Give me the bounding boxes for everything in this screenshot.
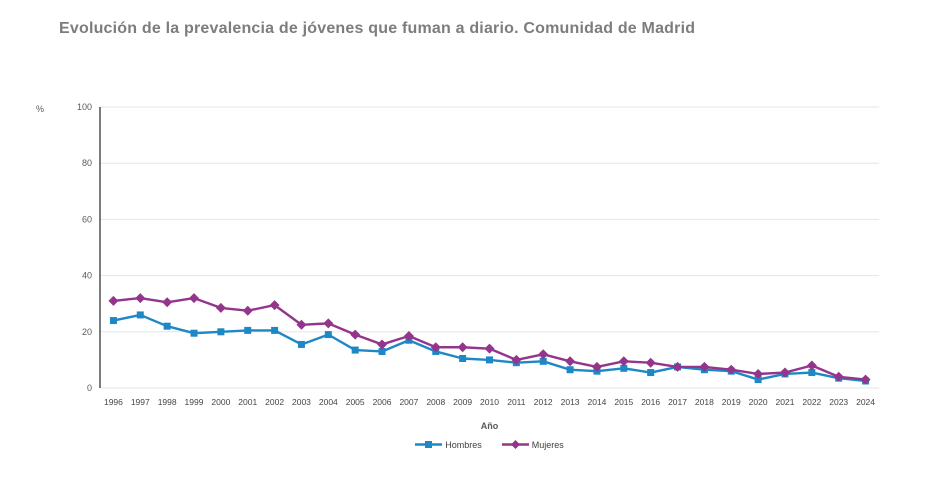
- x-tick-label: 2016: [641, 397, 660, 407]
- marker-hombres: [566, 366, 574, 374]
- marker-mujeres: [215, 302, 226, 313]
- marker-mujeres: [806, 360, 817, 371]
- legend-label-mujeres: Mujeres: [531, 439, 564, 450]
- marker-mujeres: [645, 357, 656, 368]
- legend-diamond-marker-icon: [501, 440, 529, 449]
- marker-mujeres: [457, 342, 468, 353]
- x-tick-label: 2019: [722, 397, 741, 407]
- x-tick-label: 2008: [426, 397, 445, 407]
- x-axis-title: Año: [480, 421, 499, 431]
- marker-hombres: [378, 347, 386, 355]
- x-tick-label: 1997: [131, 397, 150, 407]
- marker-mujeres: [189, 293, 200, 304]
- marker-mujeres: [779, 367, 790, 378]
- x-tick-label: 2006: [373, 397, 392, 407]
- x-tick-label: 1996: [104, 397, 123, 407]
- marker-mujeres: [296, 319, 307, 330]
- x-tick-label: 2001: [238, 397, 257, 407]
- x-tick-label: 1998: [158, 397, 177, 407]
- x-tick-label: 2023: [829, 397, 848, 407]
- x-tick-label: 2024: [856, 397, 875, 407]
- marker-hombres: [217, 328, 225, 336]
- x-tick-label: 2013: [561, 397, 580, 407]
- y-tick-label: 80: [82, 158, 92, 168]
- marker-hombres: [754, 376, 762, 384]
- x-tick-label: 2022: [802, 397, 821, 407]
- marker-hombres: [271, 326, 279, 334]
- x-tick-label: 1999: [185, 397, 204, 407]
- x-tick-label: 2009: [453, 397, 472, 407]
- marker-hombres: [647, 369, 655, 377]
- marker-mujeres: [242, 305, 253, 316]
- chart-title: Evolución de la prevalencia de jóvenes q…: [59, 20, 696, 37]
- marker-hombres: [297, 340, 305, 348]
- legend-label-hombres: Hombres: [445, 439, 482, 450]
- x-tick-label: 2003: [292, 397, 311, 407]
- y-tick-label: 20: [82, 327, 92, 337]
- marker-mujeres: [135, 293, 146, 304]
- marker-hombres: [324, 331, 332, 339]
- x-tick-label: 2007: [399, 397, 418, 407]
- x-tick-label: 2015: [614, 397, 633, 407]
- marker-mujeres: [511, 354, 522, 365]
- x-tick-label: 2002: [265, 397, 284, 407]
- y-axis-unit-label: %: [36, 104, 45, 114]
- marker-mujeres: [162, 297, 173, 308]
- marker-hombres: [620, 364, 628, 372]
- marker-hombres: [351, 346, 359, 354]
- marker-mujeres: [108, 295, 119, 306]
- y-tick-label: 60: [82, 214, 92, 224]
- marker-mujeres: [618, 356, 629, 367]
- legend: Hombres Mujeres: [100, 439, 879, 450]
- marker-hombres: [539, 357, 547, 365]
- marker-hombres: [136, 311, 144, 319]
- x-tick-label: 2011: [507, 397, 526, 407]
- x-tick-label: 2012: [534, 397, 553, 407]
- x-tick-label: 2010: [480, 397, 499, 407]
- marker-mujeres: [565, 356, 576, 367]
- marker-mujeres: [726, 364, 737, 375]
- marker-mujeres: [699, 361, 710, 372]
- marker-mujeres: [753, 368, 764, 379]
- marker-mujeres: [350, 329, 361, 340]
- legend-item-mujeres: Mujeres: [501, 439, 564, 450]
- x-tick-label: 2021: [776, 397, 795, 407]
- y-tick-label: 40: [82, 271, 92, 281]
- x-tick-label: 2018: [695, 397, 714, 407]
- marker-hombres: [163, 322, 171, 330]
- x-tick-label: 2005: [346, 397, 365, 407]
- marker-hombres: [190, 329, 198, 337]
- x-tick-label: 2004: [319, 397, 338, 407]
- marker-mujeres: [672, 361, 683, 372]
- x-tick-label: 2014: [587, 397, 606, 407]
- marker-mujeres: [269, 300, 280, 311]
- marker-mujeres: [833, 371, 844, 382]
- marker-mujeres: [403, 331, 414, 342]
- x-tick-label: 2017: [668, 397, 687, 407]
- y-tick-label: 0: [87, 383, 92, 393]
- legend-square-marker-icon: [415, 441, 443, 448]
- marker-mujeres: [538, 349, 549, 360]
- marker-mujeres: [484, 343, 495, 354]
- series-line-mujeres: [113, 296, 866, 381]
- x-tick-label: 2020: [749, 397, 768, 407]
- marker-hombres: [109, 317, 117, 325]
- legend-item-hombres: Hombres: [415, 439, 482, 450]
- marker-hombres: [486, 356, 493, 364]
- x-tick-label: 2000: [211, 397, 230, 407]
- marker-mujeres: [377, 339, 388, 350]
- y-tick-label: 100: [77, 102, 92, 112]
- marker-hombres: [459, 354, 467, 362]
- marker-mujeres: [860, 374, 871, 385]
- marker-mujeres: [591, 361, 602, 372]
- marker-mujeres: [430, 342, 441, 353]
- marker-hombres: [808, 369, 816, 377]
- marker-mujeres: [323, 318, 334, 329]
- marker-hombres: [244, 326, 252, 334]
